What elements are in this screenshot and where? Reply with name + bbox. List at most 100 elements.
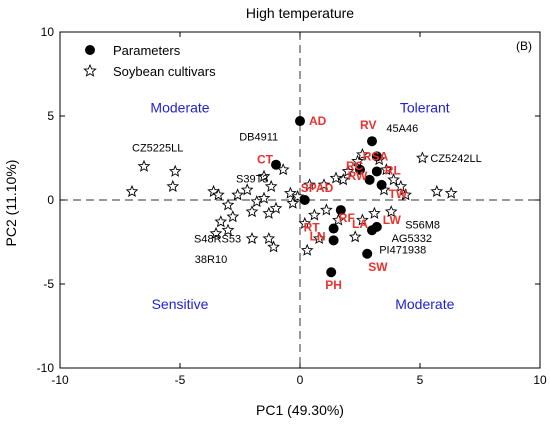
parameter-point	[371, 166, 382, 177]
parameter-point	[271, 159, 281, 170]
plot-area: -10 -5 0 5 10 -10 -5 0 5 10 (B) Moderate Tolerant Sen…	[37, 25, 547, 387]
cultivar-point	[240, 183, 254, 196]
x-tick-label: 10	[533, 373, 547, 387]
panel-label: (B)	[516, 39, 532, 53]
cultivar-label: S48RS53	[194, 234, 241, 246]
legend-parameter-label: Parameters	[113, 43, 181, 58]
x-tick-label: -10	[51, 373, 69, 387]
parameter-point	[364, 174, 375, 185]
cultivar-label: DB4911	[239, 132, 278, 144]
parameter-point	[367, 225, 377, 236]
cultivar-point	[348, 230, 362, 243]
parameter-label: PH	[325, 278, 342, 292]
cultivar-point	[245, 205, 259, 218]
cultivar-point	[317, 178, 331, 191]
cultivar-label: AG5332	[392, 233, 432, 245]
cultivar-point	[312, 231, 326, 245]
y-tick-label: -5	[43, 277, 54, 291]
cultivar-point	[356, 147, 369, 161]
parameter-label: RSA	[363, 149, 389, 163]
x-tick-label: 5	[417, 373, 424, 387]
parameter-label: RL	[385, 163, 401, 177]
cultivar-point	[212, 188, 225, 201]
cultivar-point	[416, 151, 429, 164]
cultivar-label: 45A46	[386, 123, 418, 135]
y-tick-label: -10	[37, 361, 55, 375]
cultivar-point	[356, 213, 369, 226]
cultivar-point	[269, 201, 283, 214]
cultivar-label: CZ5242LL	[430, 153, 481, 165]
cultivar-point	[221, 223, 235, 236]
cultivar-point	[444, 186, 458, 199]
cultivar-point	[300, 243, 314, 256]
parameter-point	[295, 116, 305, 127]
cultivar-label: S56M8	[405, 219, 440, 231]
cultivar-point	[329, 171, 343, 184]
cultivar-point	[298, 216, 312, 229]
parameter-point	[355, 164, 365, 175]
parameter-point	[371, 151, 382, 162]
parameter-label: SW	[368, 260, 388, 274]
parameter-label: RT	[304, 221, 321, 235]
parameter-label: RC	[346, 159, 364, 173]
quadrant-label: Sensitive	[152, 296, 209, 312]
x-tick-label: -5	[175, 373, 186, 387]
parameter-point	[335, 205, 346, 216]
cultivar-point	[394, 179, 408, 192]
cultivar-point	[387, 173, 400, 186]
cultivar-point	[267, 240, 280, 253]
cultivar-label: S39T3	[236, 173, 268, 185]
parameter-label: LA	[352, 217, 368, 231]
parameter-label: AD	[309, 114, 327, 128]
cultivar-point	[380, 163, 393, 176]
y-tick-label: 5	[47, 109, 54, 123]
legend: Parameters Soybean cultivars	[83, 43, 216, 79]
parameter-label: LN	[310, 229, 326, 243]
legend-cultivar-label: Soybean cultivars	[113, 64, 216, 79]
parameter-point	[328, 235, 339, 246]
cultivar-point	[303, 178, 316, 191]
cultivar-label: PI471938	[379, 244, 426, 256]
x-axis-label: PC1 (49.30%)	[256, 402, 344, 418]
parameter-label: RF	[339, 211, 355, 225]
cultivar-point	[351, 154, 364, 167]
cultivar-point	[137, 159, 151, 172]
cultivar-point	[264, 179, 278, 192]
cultivar-point	[399, 188, 412, 201]
cultivar-point	[168, 164, 182, 177]
y-tick-label: 10	[41, 25, 55, 39]
cultivar-point	[430, 184, 444, 198]
cultivar-point	[341, 164, 355, 177]
parameter-point	[367, 136, 377, 147]
cultivar-label: 38R10	[195, 254, 227, 266]
parameter-point	[326, 267, 337, 278]
cultivar-label: CZ5225LL	[132, 142, 183, 154]
cultivar-point	[221, 198, 235, 211]
cultivar-point	[166, 179, 180, 192]
cultivar-point	[332, 213, 345, 226]
cultivar-point	[250, 195, 264, 208]
cultivar-point	[286, 196, 300, 209]
y-tick-label: 0	[47, 193, 54, 207]
quadrant-label: Moderate	[150, 100, 209, 116]
cultivar-point	[384, 205, 398, 218]
quadrant-label: Moderate	[395, 296, 454, 312]
parameter-label: LW	[383, 213, 402, 227]
parameter-point	[328, 223, 339, 234]
cultivar-point	[257, 169, 271, 182]
parameter-label: RV	[360, 118, 376, 132]
cultivar-point	[231, 188, 244, 201]
x-tick-label: 0	[297, 373, 304, 387]
legend-parameter-marker	[85, 45, 95, 55]
parameter-label: SPAD	[301, 181, 334, 195]
cultivar-point	[209, 226, 223, 240]
parameter-label: CT	[257, 153, 274, 167]
cultivar-point	[257, 191, 271, 204]
cultivar-point	[245, 231, 259, 245]
parameter-label: TW	[389, 187, 408, 201]
y-axis-label: PC2 (11.10%)	[3, 160, 19, 247]
cultivar-point	[320, 203, 333, 216]
cultivar-point	[262, 231, 276, 245]
cultivar-point	[368, 206, 381, 219]
